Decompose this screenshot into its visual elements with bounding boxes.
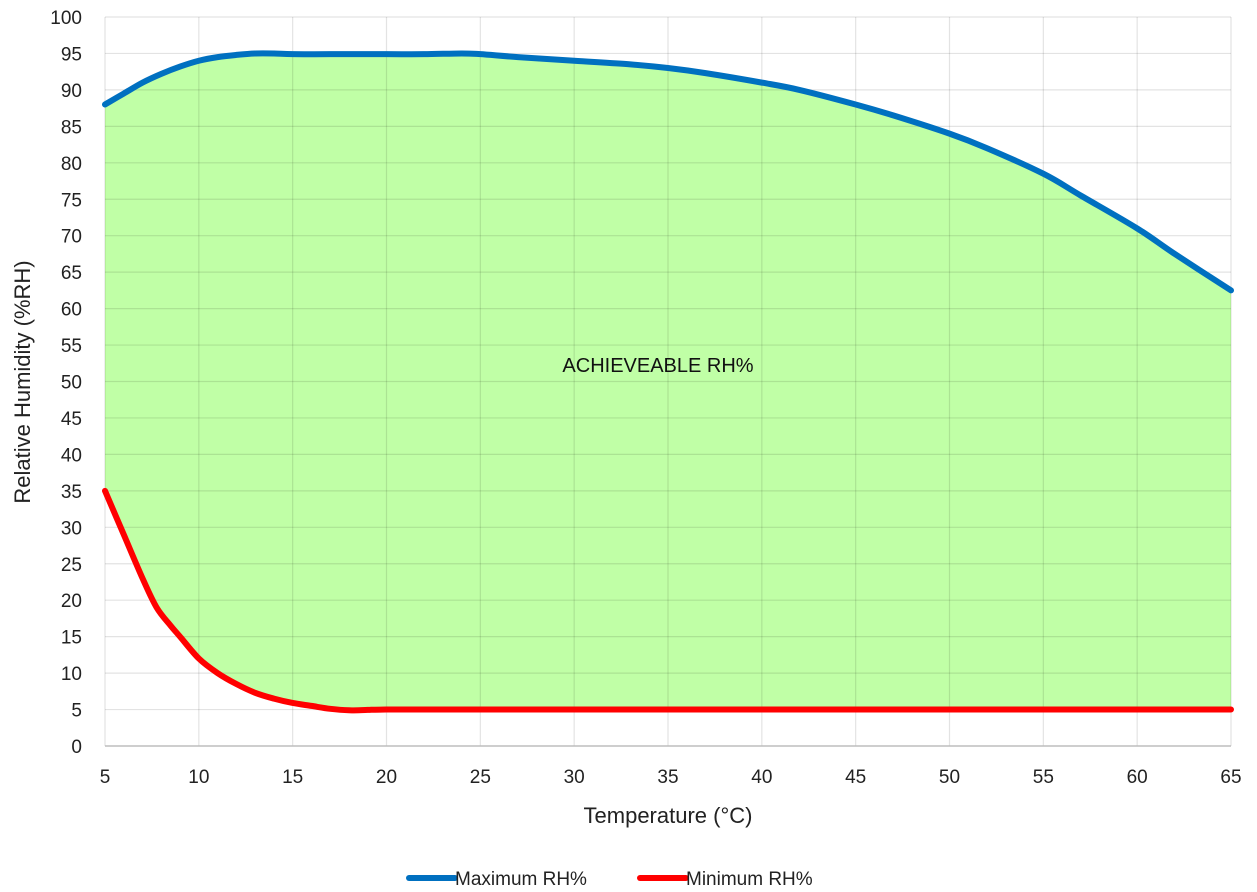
y-tick-label: 55 [61,336,82,357]
x-tick-label: 40 [751,767,772,788]
y-tick-label: 30 [61,518,82,539]
x-tick-label: 45 [845,767,866,788]
minimum-rh-line [102,487,1234,714]
x-tick-label: 30 [564,767,585,788]
y-tick-label: 60 [61,300,82,321]
x-tick-label: 25 [470,767,491,788]
y-axis-title: Relative Humidity (%RH) [10,260,35,503]
y-tick-label: 90 [61,81,82,102]
x-tick-label: 10 [188,767,209,788]
y-tick-label: 70 [61,227,82,248]
legend-label: Maximum RH% [455,869,587,890]
achievable-region-label: ACHIEVEABLE RH% [562,355,753,377]
x-axis-title: Temperature (°C) [584,803,753,828]
y-tick-label: 85 [61,117,82,138]
legend-item-minimum: Minimum RH% [637,869,813,890]
gridlines [104,16,1232,747]
y-tick-label: 5 [71,701,82,722]
maximum-rh-line [102,50,1234,294]
y-tick-label: 20 [61,591,82,612]
x-tick-label: 60 [1127,767,1148,788]
y-tick-label: 15 [61,628,82,649]
y-tick-label: 10 [61,664,82,685]
y-tick-label: 45 [61,409,82,430]
x-tick-label: 35 [657,767,678,788]
y-tick-label: 75 [61,190,82,211]
legend-label: Minimum RH% [686,869,813,890]
legend: Maximum RH% Minimum RH% [406,869,813,890]
x-tick-label: 5 [100,767,111,788]
x-tick-label: 65 [1220,767,1241,788]
y-tick-label: 65 [61,263,82,284]
y-tick-label: 40 [61,445,82,466]
y-tick-label: 80 [61,154,82,175]
x-tick-label: 50 [939,767,960,788]
y-tick-label: 35 [61,482,82,503]
y-tick-label: 25 [61,555,82,576]
y-tick-label: 95 [61,44,82,65]
y-tick-label: 0 [71,737,82,758]
y-tick-label: 100 [50,8,82,29]
legend-item-maximum: Maximum RH% [406,869,587,890]
x-tick-label: 15 [282,767,303,788]
x-tick-label: 55 [1033,767,1054,788]
y-tick-label: 50 [61,373,82,394]
x-tick-label: 20 [376,767,397,788]
achievable-region [105,53,1231,711]
